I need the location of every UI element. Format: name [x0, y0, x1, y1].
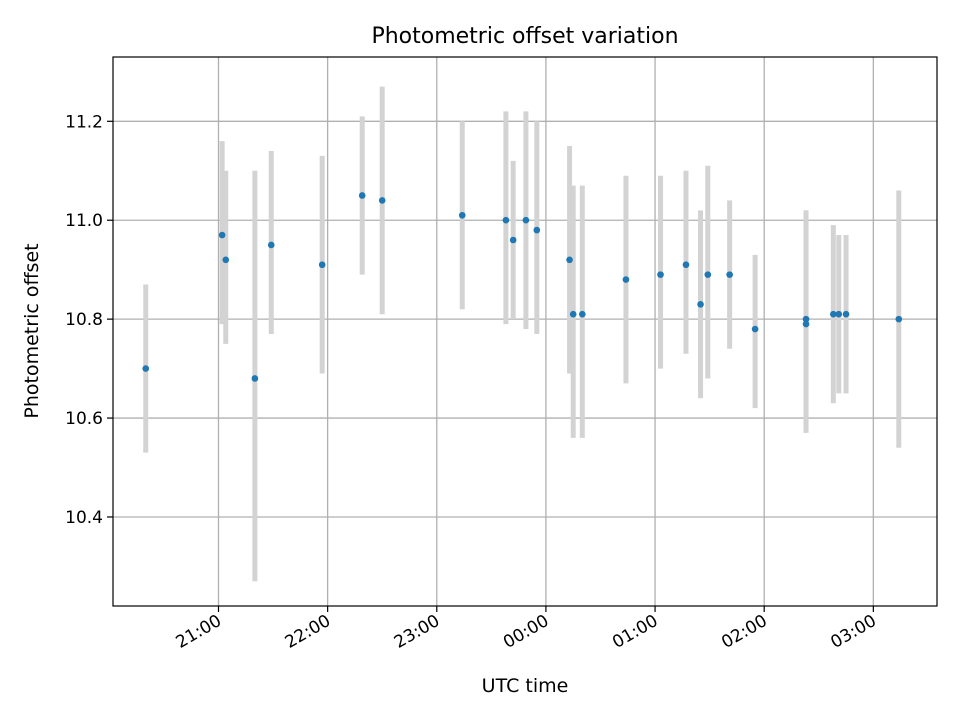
data-point [657, 271, 664, 278]
data-point [830, 310, 837, 318]
data-point [533, 226, 541, 234]
x-tick-label: 23:00 [391, 611, 443, 653]
error-bars [143, 86, 902, 582]
chart-title: Photometric offset variation [371, 24, 678, 49]
data-point [358, 192, 366, 199]
data-point [251, 375, 259, 382]
data-point [218, 231, 226, 239]
x-tick-label: 01:00 [609, 611, 661, 653]
x-tick-label: 02:00 [718, 611, 770, 653]
data-point [378, 197, 386, 204]
y-tick-label: 10.4 [65, 508, 103, 528]
y-tick-label: 10.8 [65, 310, 103, 330]
data-point [318, 261, 326, 269]
data-point [842, 310, 850, 318]
y-axis-label: Photometric offset [21, 243, 43, 418]
y-tick-label: 10.6 [65, 409, 103, 429]
data-point [142, 365, 150, 372]
x-tick-label: 21:00 [173, 611, 225, 653]
data-points [142, 192, 903, 382]
data-point [566, 256, 573, 264]
data-point [835, 310, 843, 318]
data-point [802, 315, 810, 323]
data-point [704, 271, 712, 278]
data-point [267, 241, 275, 249]
data-point [697, 300, 704, 308]
data-point [522, 216, 530, 224]
y-tick-label: 11.2 [65, 112, 103, 132]
data-point [578, 310, 586, 318]
y-axis-ticks: 10.4 10.6 10.8 11.0 11.2 [65, 112, 113, 528]
data-point [458, 211, 466, 219]
x-tick-label: 22:00 [282, 611, 334, 653]
data-point [751, 325, 759, 333]
x-tick-label: 03:00 [827, 611, 879, 653]
x-tick-label: 00:00 [500, 611, 552, 653]
data-point [895, 315, 903, 323]
data-point [502, 216, 510, 224]
y-tick-label: 11.0 [65, 211, 103, 231]
data-point [682, 261, 690, 269]
x-axis-label: UTC time [482, 675, 569, 697]
data-point [569, 310, 577, 318]
grid-lines [113, 57, 937, 606]
data-point [802, 320, 810, 328]
data-point [222, 256, 230, 264]
data-point [509, 236, 517, 244]
data-point [726, 271, 733, 278]
x-axis-ticks: 21:00 22:00 23:00 00:00 01:00 02:00 03:00 [173, 606, 880, 653]
data-point [622, 276, 630, 283]
plot-frame [112, 56, 938, 607]
